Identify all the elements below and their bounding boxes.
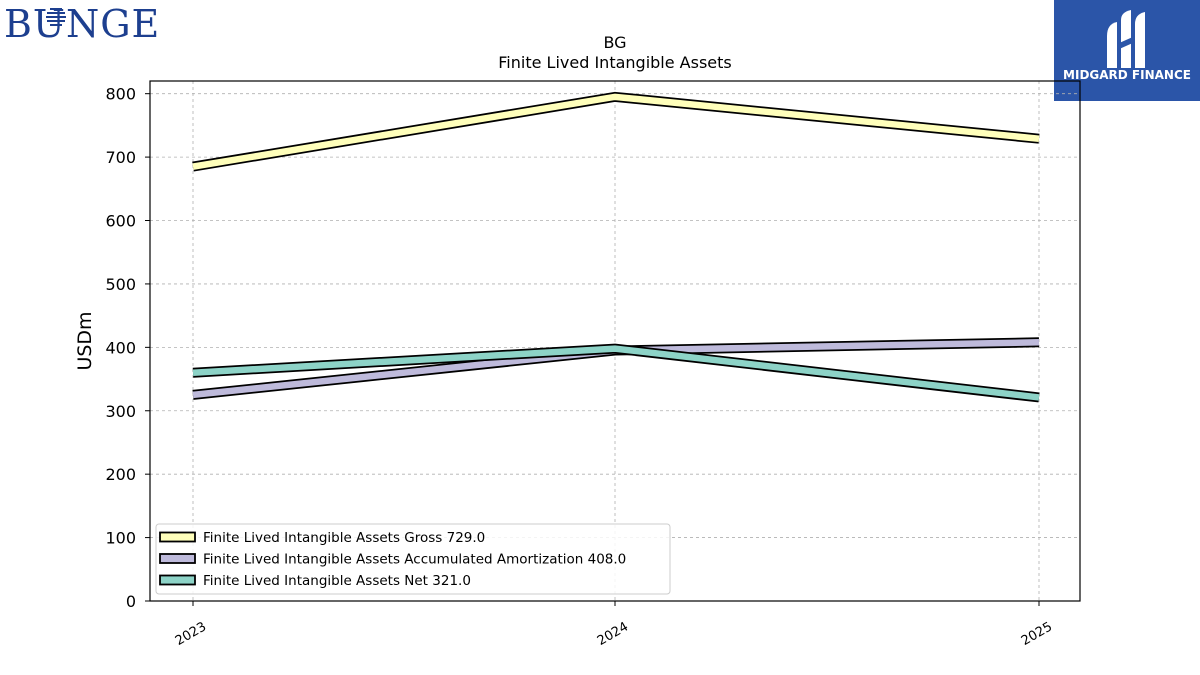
x-tick-label: 2023 [173,619,209,649]
series-fill [192,93,1040,170]
x-tick-label: 2025 [1019,619,1055,649]
y-tick-label: 800 [105,85,136,104]
series-outline [192,91,1040,172]
bunge-logo: BUNGE [4,4,174,46]
midgard-finance-logo: MIDGARD FINANCE [1054,0,1200,101]
y-tick-label: 700 [105,148,136,167]
series-fill [192,345,1040,401]
y-tick-label: 600 [105,212,136,231]
chart-title: BG [603,33,626,52]
legend-label: Finite Lived Intangible Assets Accumulat… [203,552,626,568]
y-tick-label: 500 [105,275,136,294]
y-tick-label: 0 [126,592,136,611]
legend: Finite Lived Intangible Assets Gross 729… [155,523,671,595]
y-tick-label: 400 [105,338,136,357]
legend-label: Finite Lived Intangible Assets Net 321.0 [203,573,471,589]
legend-swatch [159,531,196,543]
legend-swatch [159,553,196,564]
y-tick-label: 100 [105,529,136,548]
series-line-2 [192,343,1040,403]
legend-swatch [159,574,196,586]
series-outline [192,343,1040,403]
chart-subtitle: Finite Lived Intangible Assets [498,53,731,72]
legend-label: Finite Lived Intangible Assets Gross 729… [203,530,485,546]
y-tick-label: 300 [105,402,136,421]
bunge-logo-text: BUNGE [4,2,161,46]
bunge-globe-icon [46,8,66,26]
y-tick-label: 200 [105,465,136,484]
midgard-logo-text: MIDGARD FINANCE [1063,68,1191,82]
series-line-0 [192,91,1040,172]
midgard-mark-icon [1107,10,1145,68]
x-tick-label: 2024 [595,619,631,649]
legend-box [155,523,671,595]
y-axis-label: USDm [74,311,96,370]
